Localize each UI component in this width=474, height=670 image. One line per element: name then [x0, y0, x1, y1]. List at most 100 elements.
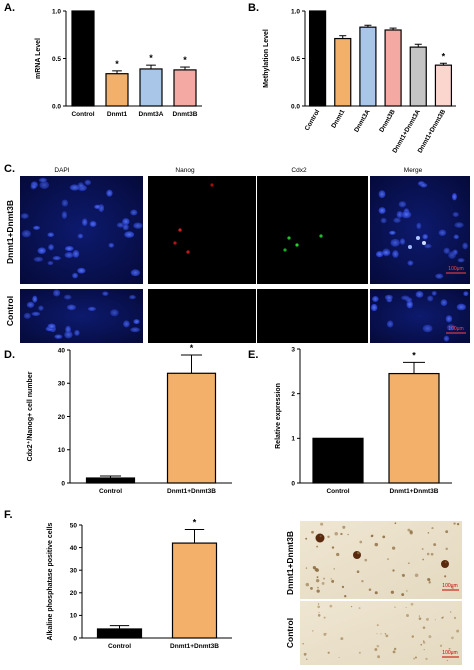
speckle — [376, 633, 378, 635]
nucleus — [74, 329, 80, 336]
speckle — [427, 532, 430, 534]
speckle — [305, 582, 310, 587]
x-tick-label: Dnmt1 — [330, 108, 346, 129]
nucleus — [133, 222, 143, 229]
y-axis-label: Cdx2⁺/Nanog+ cell number — [26, 371, 34, 461]
nucleus — [81, 218, 88, 226]
speckle — [445, 530, 449, 534]
nucleus — [130, 327, 140, 333]
y-axis-label: mRNA Level — [35, 38, 42, 79]
bar-dnmt1-dnmt3b — [171, 542, 218, 639]
speckle — [405, 606, 407, 608]
bar-dnmt1-dnmt3a — [409, 46, 427, 107]
speckle — [394, 606, 396, 608]
nucleus — [39, 181, 50, 189]
speckle — [439, 644, 443, 647]
bar-control — [312, 437, 364, 484]
y-tick-label: 0 — [61, 480, 65, 487]
bar-control — [308, 10, 327, 107]
nucleus — [396, 211, 403, 218]
nucleus — [106, 189, 113, 197]
speckle — [418, 617, 422, 620]
nucleus — [123, 320, 130, 328]
speckle — [305, 537, 308, 540]
speckle — [423, 649, 425, 651]
nucleus — [31, 311, 41, 316]
significance-star: * — [193, 518, 197, 528]
column-header-merge: Merge — [404, 167, 423, 174]
nucleus — [130, 269, 141, 277]
speckle — [444, 575, 447, 578]
column-header-cdx2: Cdx2 — [291, 167, 307, 174]
speckle — [364, 558, 368, 562]
significance-star: * — [442, 51, 446, 61]
speckle — [358, 607, 361, 609]
nucleus — [435, 273, 444, 279]
y-tick-label: 2 — [291, 391, 295, 398]
speckle — [321, 582, 325, 585]
speckle — [317, 586, 319, 589]
nucleus — [116, 222, 125, 228]
speckle — [393, 647, 397, 651]
y-tick-label: 10 — [70, 613, 78, 620]
nucleus — [52, 255, 61, 261]
nucleus — [47, 260, 54, 266]
y-tick-label: 0.0 — [52, 103, 61, 110]
x-tick-label: Dnmt1+Dnmt3B — [390, 488, 439, 495]
nucleus — [399, 238, 406, 245]
nucleus — [393, 217, 401, 223]
x-tick-label: Control — [304, 108, 322, 132]
speckle — [428, 635, 432, 639]
significance-star: * — [412, 350, 416, 360]
chart-b: 0.0 0.5 1.0 Methylation Level Control Dnmt1 Dn… — [263, 8, 456, 154]
speckle — [433, 543, 437, 547]
speckle — [387, 558, 389, 561]
speckle — [407, 528, 411, 532]
nucleus — [94, 204, 101, 209]
bar-control — [71, 10, 95, 107]
nucleus — [64, 252, 74, 259]
speckle — [413, 657, 416, 660]
speckle — [318, 611, 320, 614]
y-tick-label: 40 — [70, 545, 78, 552]
nanog-signal — [178, 228, 182, 232]
nucleus — [64, 246, 74, 252]
speckle — [333, 568, 335, 570]
x-tick-label: Control — [326, 488, 349, 495]
speckle — [376, 624, 379, 627]
speckle — [338, 656, 340, 659]
significance-star: * — [183, 55, 187, 65]
nucleus — [48, 244, 54, 251]
speckle — [414, 656, 418, 659]
speckle — [323, 577, 326, 580]
speckle — [418, 615, 421, 617]
nucleus — [401, 295, 410, 301]
x-tick-label: Dnmt3A — [139, 111, 164, 118]
speckle — [320, 522, 324, 526]
nucleus — [382, 248, 391, 257]
speckle — [401, 573, 405, 577]
nucleus — [416, 222, 422, 230]
bar-control — [85, 477, 136, 484]
nanog-signal — [173, 241, 177, 245]
panel-label-a: A. — [4, 2, 15, 14]
nucleus — [122, 218, 130, 225]
cdx2-signal — [283, 248, 287, 252]
nucleus — [378, 190, 386, 198]
nucleus — [47, 323, 56, 330]
speckle — [327, 535, 330, 538]
nucleus — [446, 324, 456, 331]
speckle — [306, 658, 308, 660]
speckle — [406, 590, 408, 592]
nanog-signal — [186, 250, 190, 254]
nanog-image-control — [148, 289, 256, 343]
speckle — [368, 588, 372, 591]
nucleus — [445, 315, 453, 323]
f-scale-bar-label-control: 100μm — [442, 650, 457, 656]
dapi-image-control — [20, 289, 143, 343]
x-tick-label: Dnmt1 — [107, 111, 128, 118]
scale-bar-label-control: 100μm — [448, 326, 463, 332]
speckle — [431, 526, 434, 530]
speckle — [358, 651, 361, 654]
